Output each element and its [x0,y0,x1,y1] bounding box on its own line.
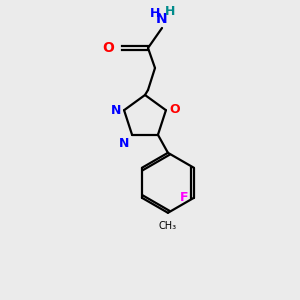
Text: N: N [119,137,129,150]
Text: H: H [165,5,175,18]
Text: O: O [169,103,179,116]
Text: H: H [150,7,160,20]
Text: N: N [111,104,121,117]
Text: CH₃: CH₃ [159,221,177,231]
Text: F: F [179,191,188,204]
Text: O: O [102,41,114,55]
Text: N: N [156,12,168,26]
